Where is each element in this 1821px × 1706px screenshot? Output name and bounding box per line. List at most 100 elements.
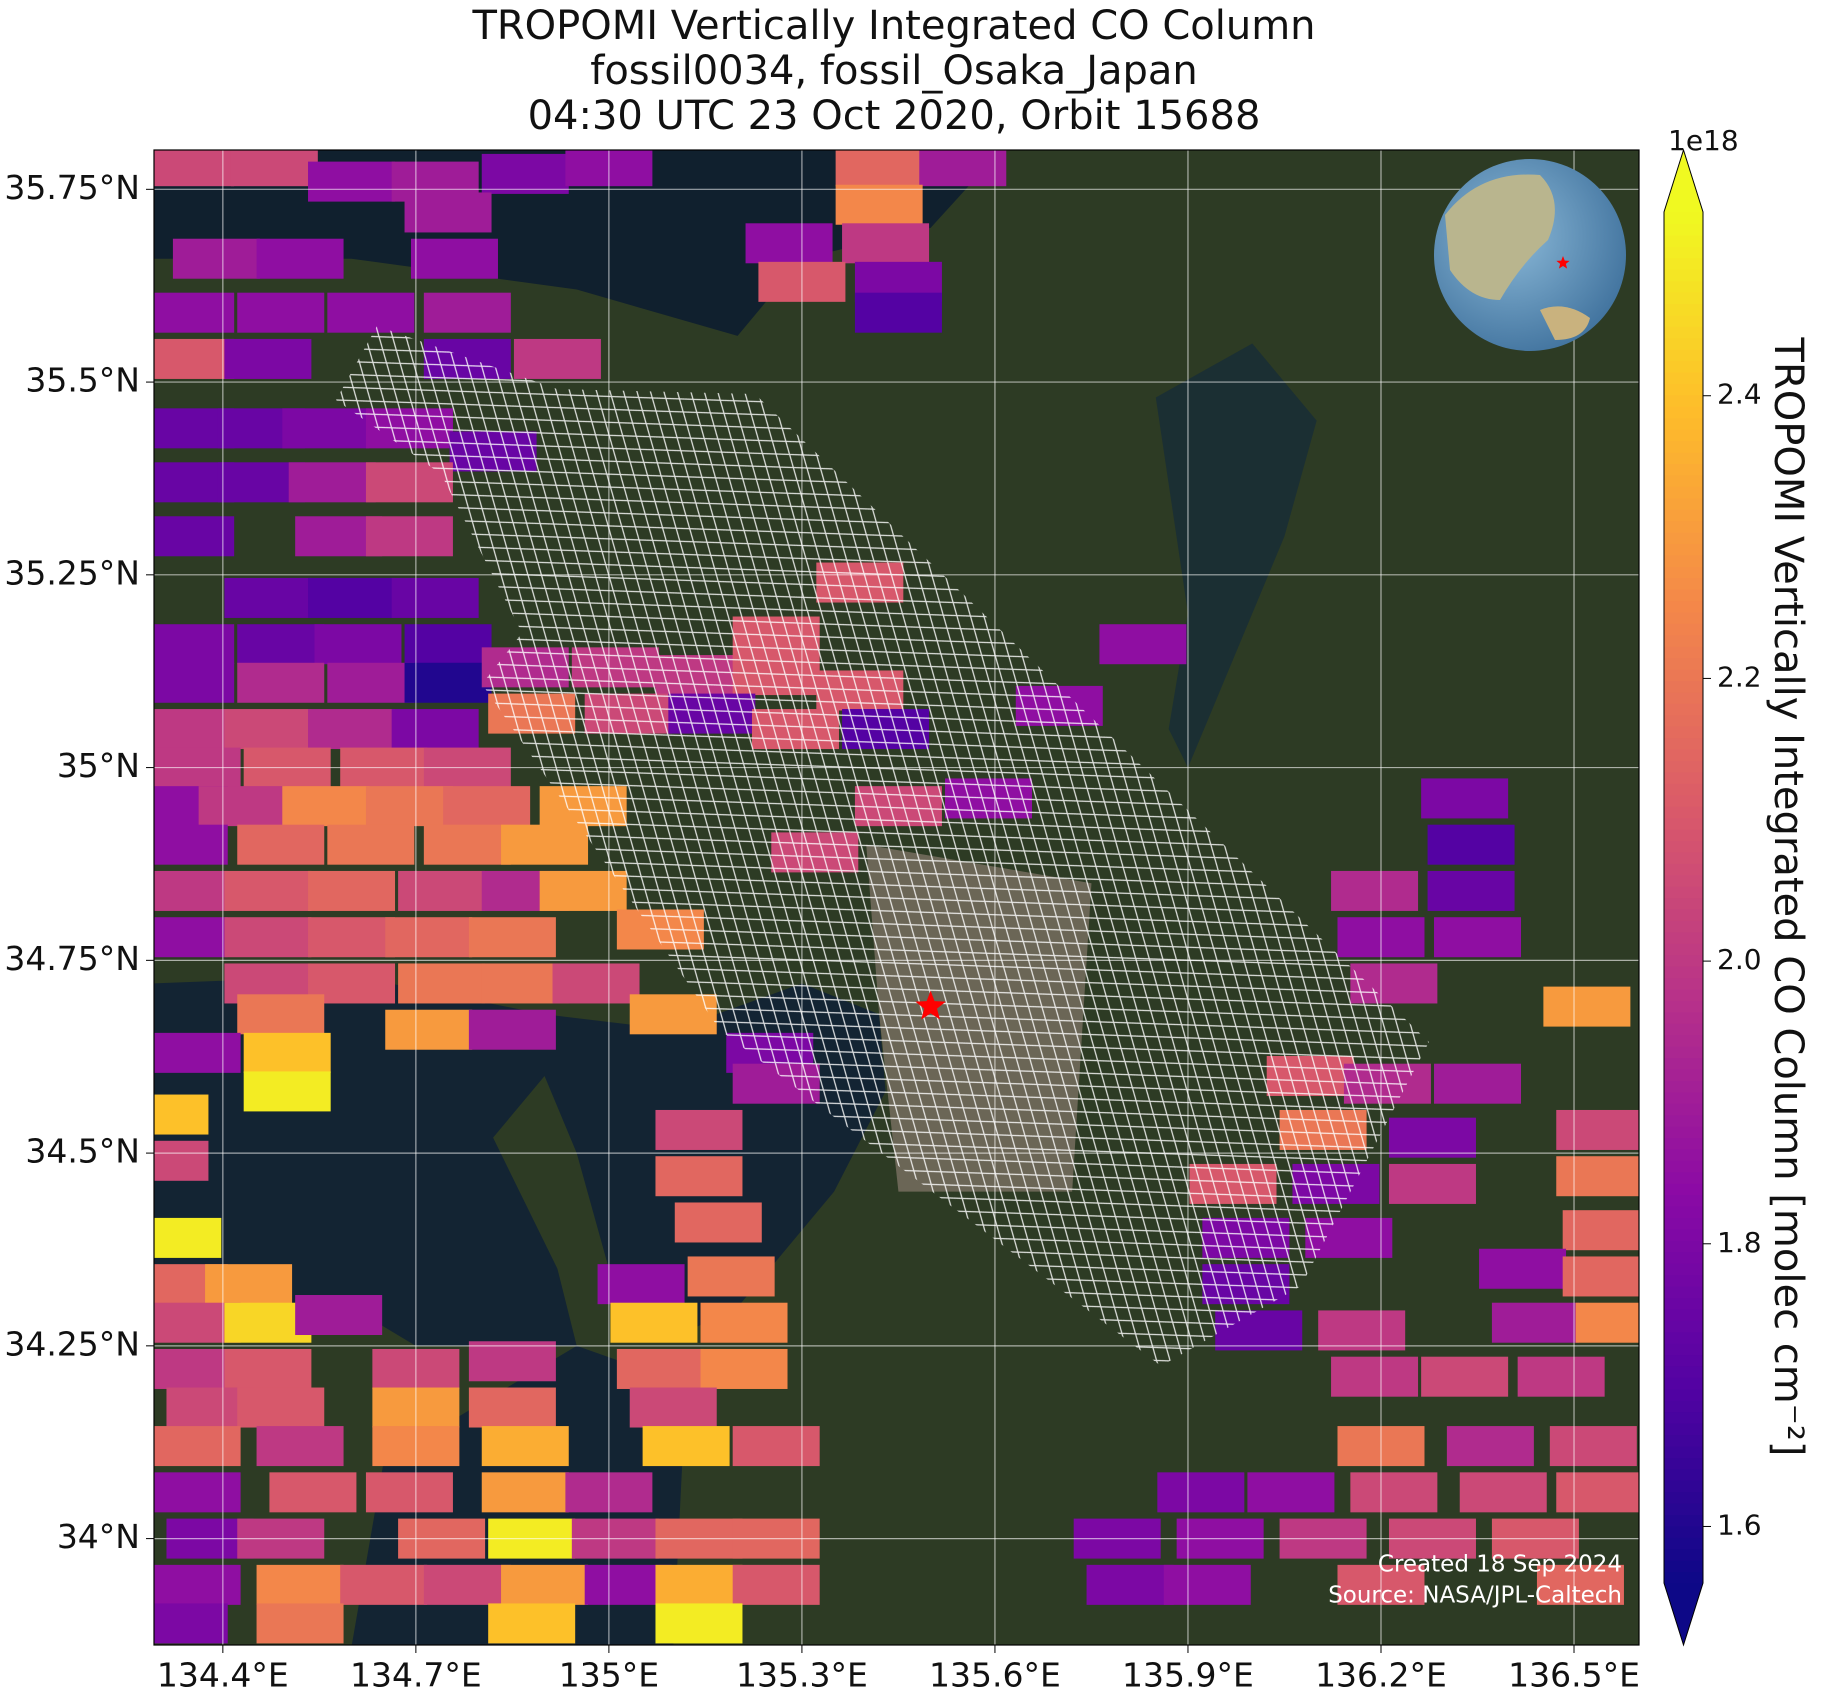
co-pixel	[835, 150, 923, 187]
colorbar-segment	[1664, 520, 1703, 533]
co-pixel	[308, 161, 396, 202]
co-pixel	[308, 917, 396, 958]
co-pixel	[154, 870, 228, 911]
x-tick-label: 136.2°E	[1315, 1656, 1447, 1695]
colorbar-segment	[1664, 1560, 1703, 1573]
co-pixel	[1427, 870, 1515, 911]
co-pixel	[610, 1302, 698, 1343]
co-pixel	[224, 577, 312, 618]
map-frame	[153, 149, 1640, 1646]
colorbar-segment	[1664, 234, 1703, 247]
source-text: Source: NASA/JPL-Caltech	[1328, 1583, 1622, 1609]
colorbar-segment	[1664, 429, 1703, 442]
globe-inset	[1434, 159, 1626, 351]
colorbar-segment	[1664, 714, 1703, 727]
colorbar-segment	[1664, 1091, 1703, 1104]
co-pixel	[385, 917, 473, 958]
colorbar-tick-label: 2.2	[1717, 660, 1762, 693]
co-pixel	[552, 963, 640, 1004]
x-tick-label: 135.6°E	[929, 1656, 1061, 1695]
co-pixel	[327, 824, 415, 865]
co-pixel	[288, 462, 376, 503]
colorbar-segment	[1664, 920, 1703, 933]
co-pixel	[154, 624, 235, 665]
colorbar-segment	[1664, 1240, 1703, 1253]
co-pixel	[243, 1071, 331, 1112]
colorbar-tick-label: 2.0	[1717, 943, 1762, 976]
co-pixel	[391, 577, 479, 618]
colorbar-segment	[1664, 1194, 1703, 1207]
co-pixel	[237, 1387, 325, 1428]
co-pixel	[224, 917, 312, 958]
colorbar-segment	[1664, 1388, 1703, 1401]
globe-land	[1445, 174, 1555, 300]
colorbar-extend-max	[1664, 150, 1703, 212]
colorbar-segment	[1664, 966, 1703, 979]
co-pixel	[1556, 1156, 1639, 1197]
co-pixel	[468, 1009, 556, 1050]
colorbar-segment	[1664, 794, 1703, 807]
colorbar-segment	[1664, 1537, 1703, 1550]
colorbar-segment	[1664, 1171, 1703, 1184]
colorbar-segment	[1664, 623, 1703, 636]
co-pixel	[468, 1387, 556, 1428]
co-pixel	[629, 1387, 717, 1428]
co-pixel	[1556, 1109, 1639, 1150]
colorbar-segment	[1664, 943, 1703, 956]
colorbar-segment	[1664, 1205, 1703, 1218]
colorbar-segment	[1664, 851, 1703, 864]
x-tick-label: 134.7°E	[350, 1656, 482, 1695]
co-pixel	[154, 662, 235, 703]
colorbar-offset: 1e18	[1668, 124, 1739, 157]
site-marker	[915, 990, 946, 1020]
co-pixel	[481, 1426, 569, 1467]
x-tick-label: 135.9°E	[1122, 1656, 1254, 1695]
colorbar-segment	[1664, 1000, 1703, 1013]
co-pixel	[1434, 1063, 1522, 1104]
colorbar-segment	[1664, 1068, 1703, 1081]
colorbar-segment	[1664, 497, 1703, 510]
co-pixel	[1517, 1356, 1605, 1397]
co-pixel	[655, 1564, 743, 1605]
co-pixel	[256, 238, 344, 279]
co-pixel	[597, 1264, 685, 1305]
co-pixel	[308, 870, 396, 911]
colorbar-segment	[1664, 977, 1703, 990]
co-pixel	[256, 1564, 344, 1605]
colorbar-segment	[1664, 463, 1703, 476]
colorbar-segment	[1664, 737, 1703, 750]
colorbar-segment	[1664, 1365, 1703, 1378]
co-pixel	[224, 870, 312, 911]
colorbar-segment	[1664, 1503, 1703, 1516]
co-pixel	[732, 1426, 820, 1467]
globe-land	[1540, 306, 1590, 340]
colorbar-segment	[1664, 1263, 1703, 1276]
co-pixel	[1549, 1426, 1637, 1467]
colorbar-label: TROPOMI Vertically Integrated CO Column …	[1765, 337, 1811, 1457]
colorbar-segment	[1664, 1423, 1703, 1436]
colorbar-segment	[1664, 223, 1703, 236]
co-pixel	[1318, 1310, 1406, 1351]
colorbar-segment	[1664, 280, 1703, 293]
co-pixel	[1388, 1117, 1476, 1158]
co-pixel	[842, 223, 930, 264]
colorbar-tick-label: 1.8	[1717, 1226, 1762, 1259]
co-pixel	[256, 1603, 344, 1644]
colorbar-tick-label: 2.4	[1717, 378, 1762, 411]
x-tick-label: 134.4°E	[157, 1656, 289, 1695]
co-pixel	[700, 1302, 788, 1343]
colorbar-segment	[1664, 1274, 1703, 1287]
colorbar-segment	[1664, 1046, 1703, 1059]
co-pixel	[854, 292, 942, 333]
colorbar-segment	[1664, 1445, 1703, 1458]
co-pixel	[443, 786, 531, 827]
colorbar-segment	[1664, 1400, 1703, 1413]
colorbar-segment	[1664, 988, 1703, 1001]
colorbar-segment	[1664, 269, 1703, 282]
co-pixel	[224, 338, 312, 379]
co-pixel	[365, 1472, 453, 1513]
co-pixel	[410, 238, 498, 279]
colorbar-segment	[1664, 703, 1703, 716]
colorbar-segment	[1664, 394, 1703, 407]
colorbar-segment	[1664, 314, 1703, 327]
